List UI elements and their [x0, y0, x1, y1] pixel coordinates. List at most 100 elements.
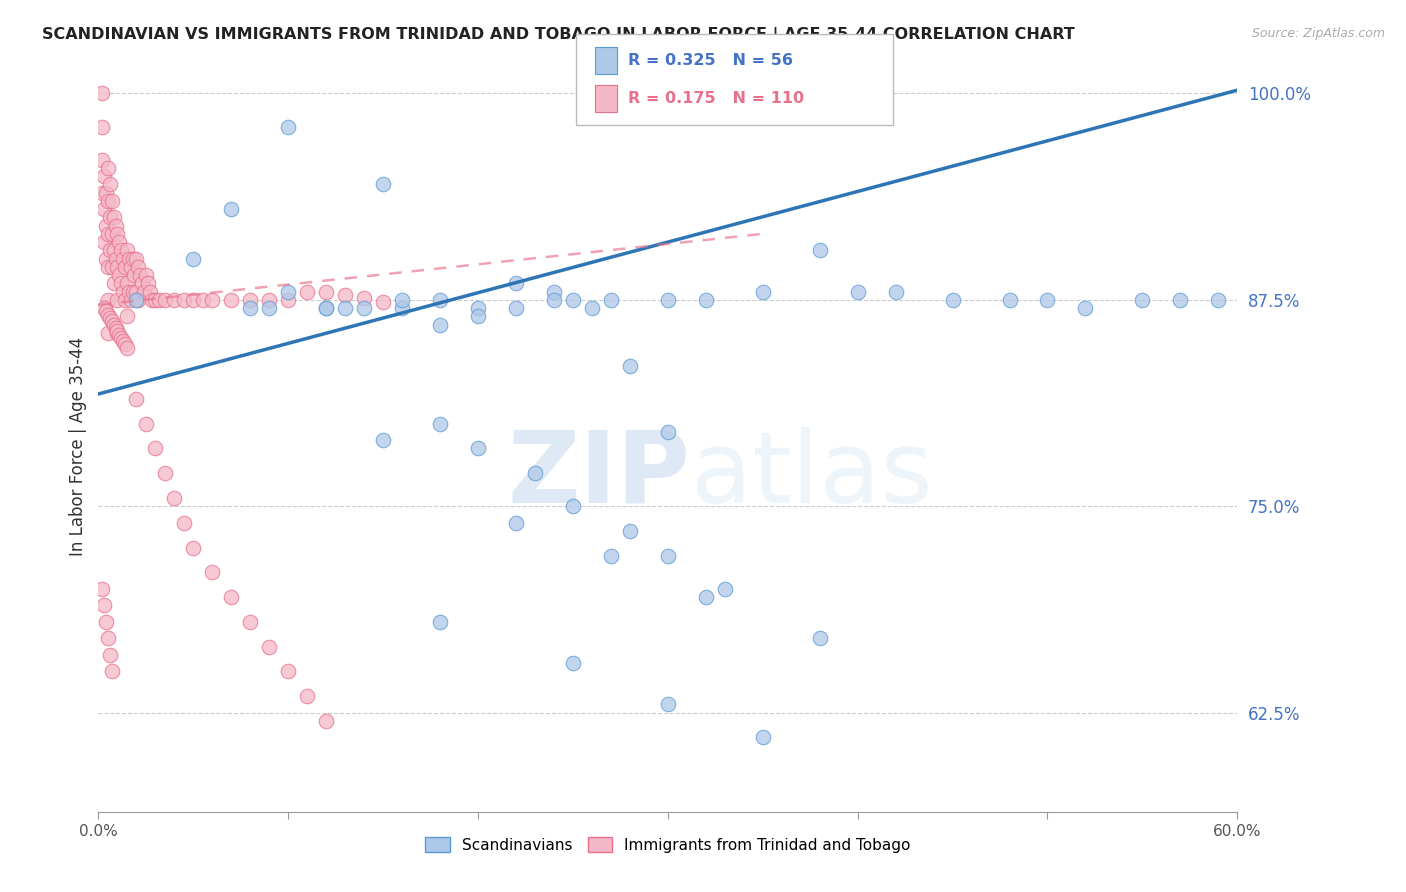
Point	[846, 285, 869, 299]
Point	[429, 615, 451, 629]
Point	[107, 326, 129, 340]
Point	[239, 301, 262, 315]
Text: ZIP: ZIP	[508, 426, 690, 524]
Y-axis label: In Labor Force | Age 35-44: In Labor Force | Age 35-44	[69, 336, 87, 556]
Point	[110, 331, 132, 345]
Point	[277, 293, 299, 307]
Point	[125, 293, 148, 307]
Point	[107, 293, 129, 307]
Point	[657, 698, 679, 712]
Point	[108, 235, 131, 249]
Point	[127, 260, 149, 274]
Point	[371, 178, 394, 192]
Point	[277, 285, 299, 299]
Point	[239, 615, 262, 629]
Point	[391, 293, 413, 307]
Point	[467, 442, 489, 456]
Point	[103, 244, 125, 258]
Point	[239, 293, 262, 307]
Point	[112, 334, 135, 348]
Point	[98, 211, 121, 225]
Point	[315, 285, 337, 299]
Point	[153, 293, 176, 307]
Point	[145, 442, 167, 456]
Point	[153, 467, 176, 481]
Point	[191, 293, 214, 307]
Point	[97, 632, 120, 646]
Text: atlas: atlas	[690, 426, 932, 524]
Point	[121, 285, 143, 299]
Point	[467, 310, 489, 324]
Point	[104, 252, 127, 266]
Point	[100, 194, 122, 208]
Point	[97, 227, 120, 241]
Point	[94, 615, 117, 629]
Point	[100, 227, 122, 241]
Point	[114, 293, 136, 307]
Point	[91, 120, 114, 134]
Point	[107, 260, 129, 274]
Point	[657, 549, 679, 563]
Point	[145, 293, 167, 307]
Point	[121, 252, 143, 266]
Point	[297, 285, 319, 299]
Point	[259, 293, 281, 307]
Point	[115, 244, 138, 258]
Point	[129, 268, 152, 282]
Point	[91, 153, 114, 167]
Point	[100, 314, 122, 328]
Point	[998, 293, 1021, 307]
Point	[1132, 293, 1154, 307]
Point	[93, 235, 115, 249]
Point	[467, 301, 489, 315]
Point	[277, 120, 299, 134]
Text: R = 0.175   N = 110: R = 0.175 N = 110	[628, 91, 804, 105]
Point	[524, 467, 547, 481]
Point	[429, 318, 451, 332]
Point	[353, 301, 375, 315]
Point	[97, 308, 120, 322]
Point	[657, 293, 679, 307]
Point	[97, 194, 120, 208]
Point	[505, 516, 527, 530]
Point	[1208, 293, 1230, 307]
Point	[600, 293, 623, 307]
Point	[752, 731, 775, 745]
Point	[125, 252, 148, 266]
Legend: Scandinavians, Immigrants from Trinidad and Tobago: Scandinavians, Immigrants from Trinidad …	[419, 831, 917, 859]
Point	[93, 599, 115, 613]
Point	[335, 301, 357, 315]
Point	[94, 304, 117, 318]
Point	[371, 434, 394, 448]
Point	[125, 285, 148, 299]
Point	[115, 277, 138, 291]
Point	[619, 524, 641, 538]
Point	[221, 590, 243, 604]
Text: R = 0.325   N = 56: R = 0.325 N = 56	[628, 54, 793, 68]
Point	[114, 260, 136, 274]
Point	[259, 640, 281, 654]
Point	[110, 244, 132, 258]
Point	[118, 252, 141, 266]
Point	[581, 301, 603, 315]
Point	[163, 293, 186, 307]
Point	[695, 590, 717, 604]
Point	[135, 417, 157, 431]
Point	[543, 285, 565, 299]
Point	[277, 665, 299, 679]
Point	[98, 311, 121, 326]
Point	[138, 285, 160, 299]
Point	[884, 285, 907, 299]
Point	[91, 582, 114, 596]
Point	[115, 341, 138, 355]
Point	[183, 252, 205, 266]
Point	[315, 301, 337, 315]
Point	[136, 277, 159, 291]
Point	[97, 161, 120, 175]
Point	[942, 293, 965, 307]
Point	[297, 689, 319, 703]
Text: SCANDINAVIAN VS IMMIGRANTS FROM TRINIDAD AND TOBAGO IN LABOR FORCE | AGE 35-44 C: SCANDINAVIAN VS IMMIGRANTS FROM TRINIDAD…	[42, 27, 1076, 43]
Point	[148, 293, 170, 307]
Point	[104, 321, 127, 335]
Point	[103, 277, 125, 291]
